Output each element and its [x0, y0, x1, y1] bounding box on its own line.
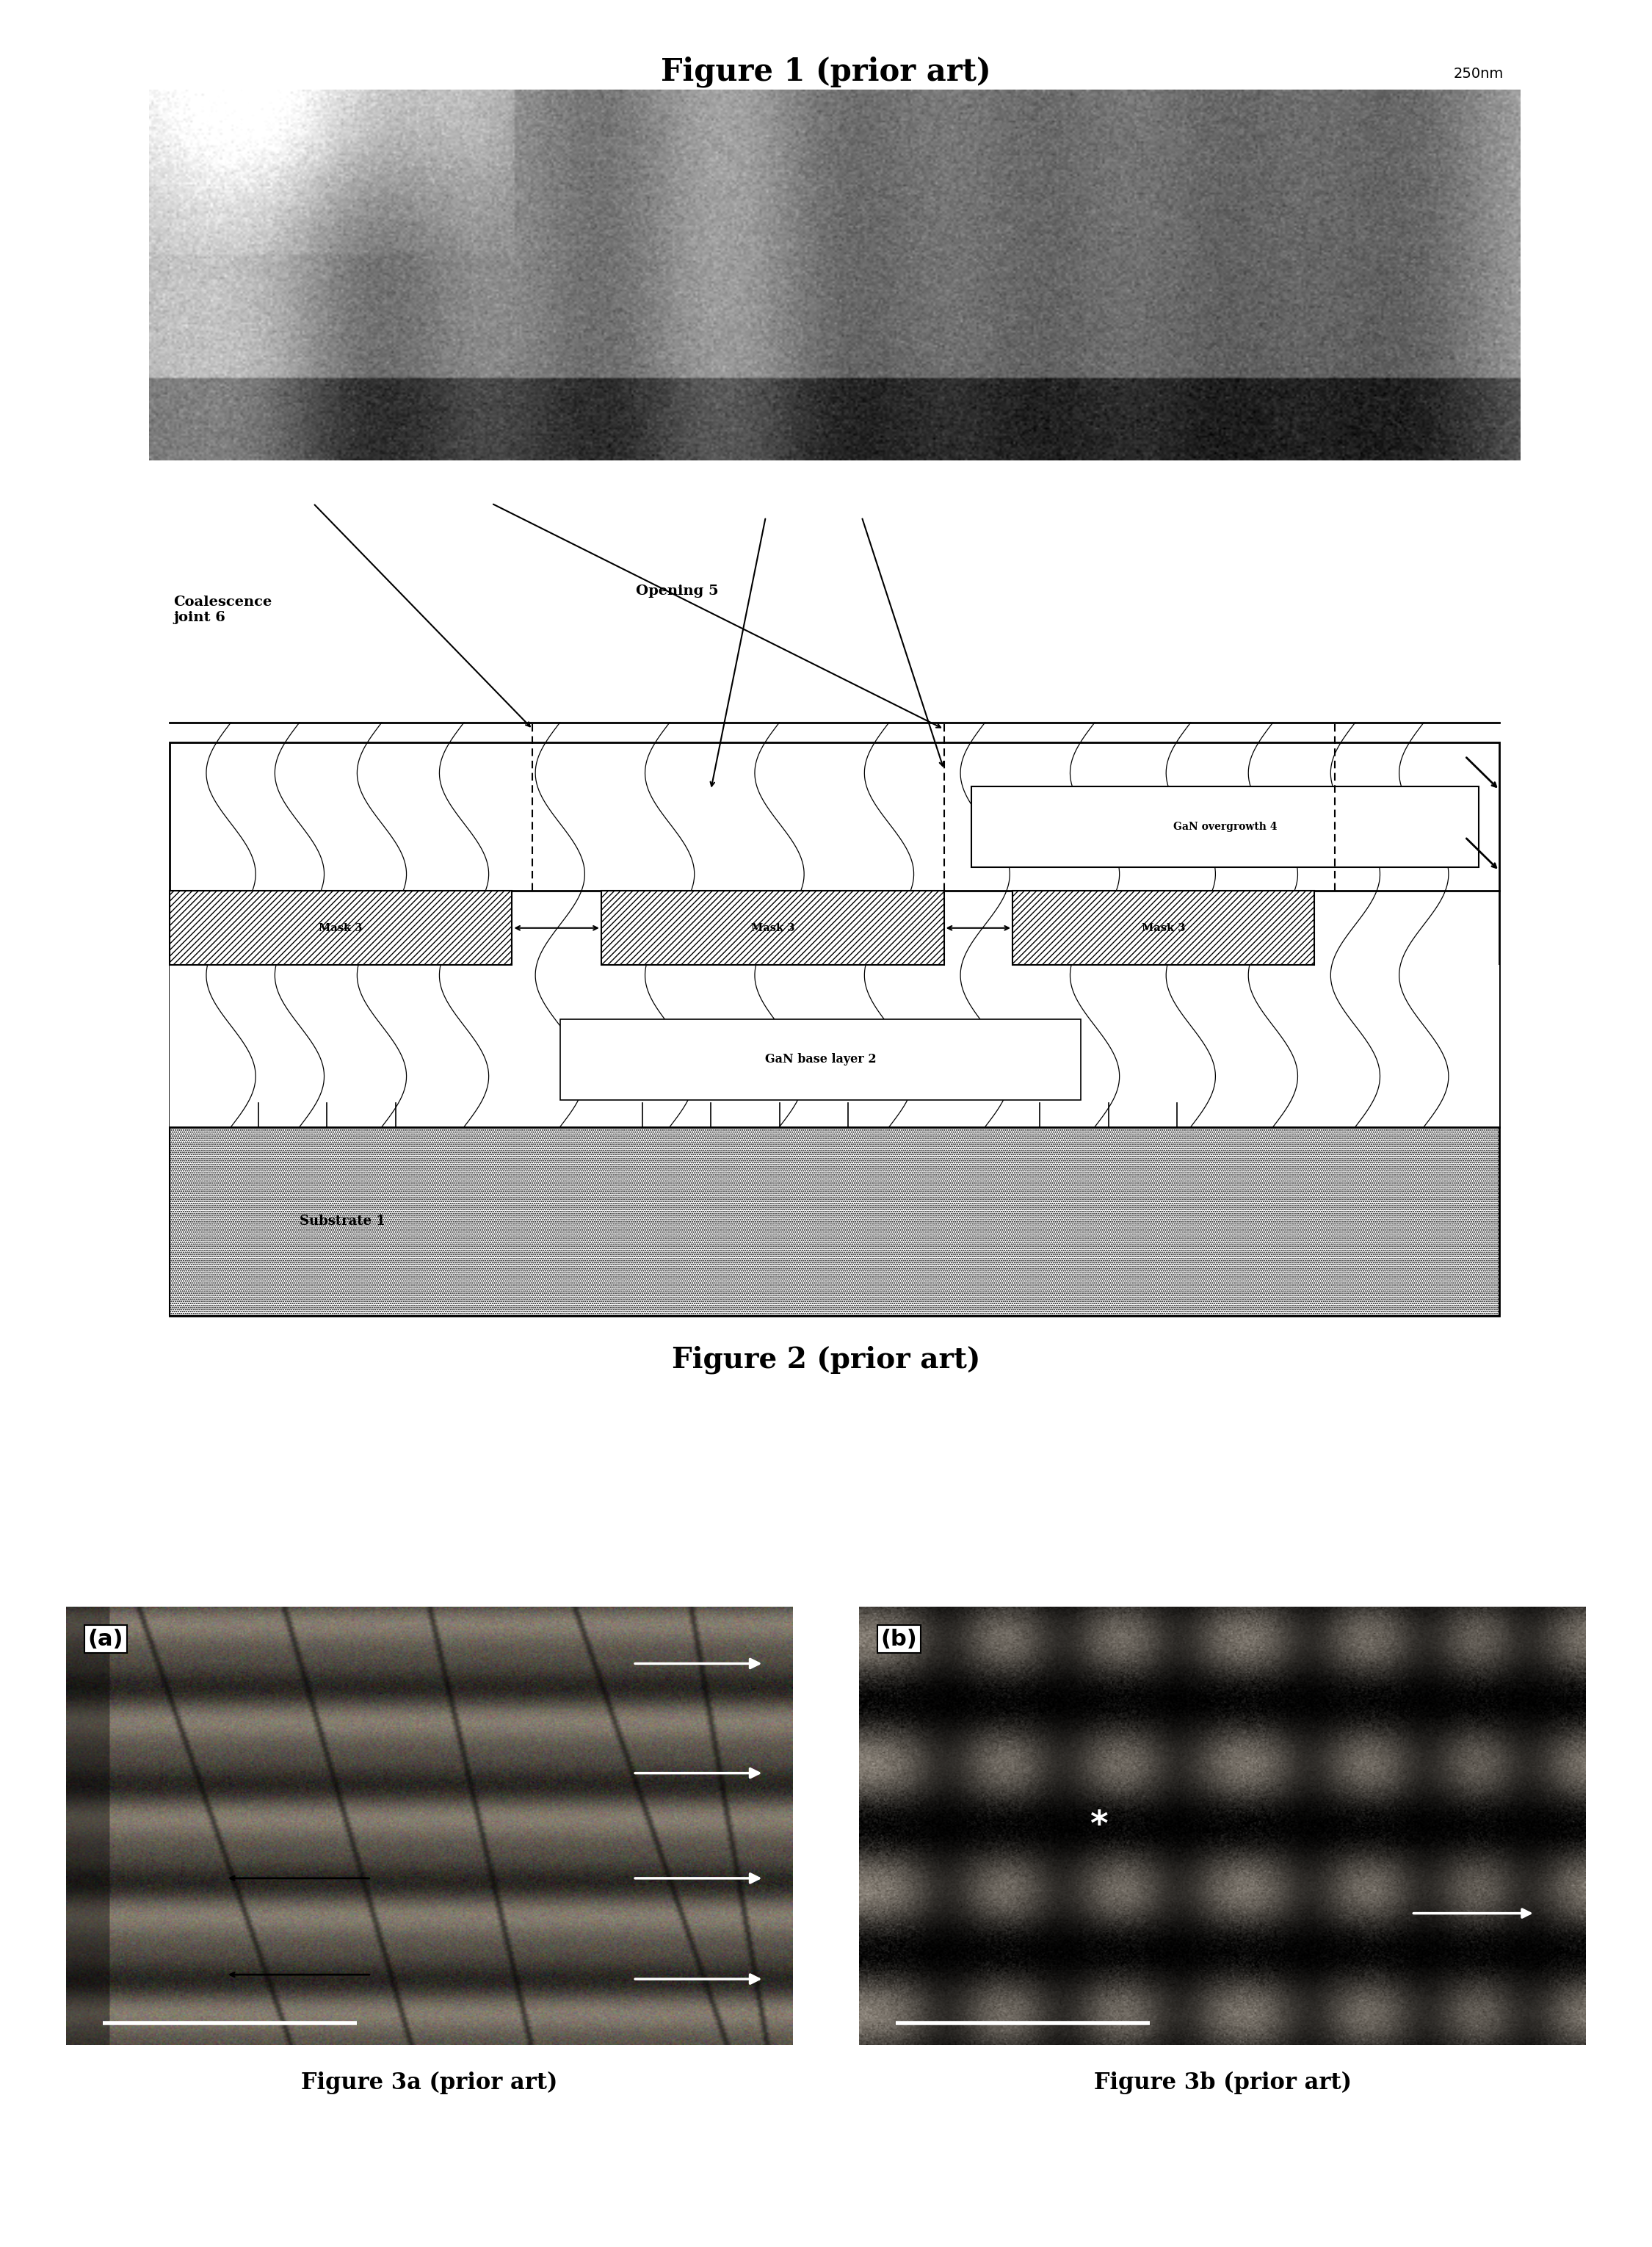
Bar [169, 966, 1500, 1128]
Bar [971, 786, 1479, 867]
Text: GaN overgrowth 4: GaN overgrowth 4 [1173, 822, 1277, 831]
Text: Mask 3: Mask 3 [1142, 924, 1184, 933]
Bar [601, 892, 943, 966]
Text: Figure 3b (prior art): Figure 3b (prior art) [1094, 2072, 1351, 2094]
Text: Figure 2 (prior art): Figure 2 (prior art) [672, 1346, 980, 1373]
Bar [169, 742, 1500, 1317]
Bar [560, 1020, 1080, 1101]
Text: Coalescence
joint 6: Coalescence joint 6 [173, 595, 273, 625]
Text: 250nm: 250nm [1454, 67, 1503, 81]
Text: Figure 1 (prior art): Figure 1 (prior art) [661, 56, 991, 88]
Text: *: * [1090, 1809, 1108, 1843]
Bar [169, 1128, 1500, 1317]
Text: Substrate 1: Substrate 1 [299, 1216, 385, 1227]
Text: Mask 3: Mask 3 [750, 924, 795, 933]
Text: (b): (b) [881, 1629, 917, 1649]
Text: Figure 3a (prior art): Figure 3a (prior art) [301, 2072, 558, 2094]
Text: Mask 3: Mask 3 [319, 924, 362, 933]
Bar [169, 892, 512, 966]
Text: (a): (a) [88, 1629, 124, 1649]
Bar [1013, 892, 1315, 966]
Text: Opening 5: Opening 5 [636, 584, 719, 598]
Text: GaN base layer 2: GaN base layer 2 [765, 1054, 876, 1065]
